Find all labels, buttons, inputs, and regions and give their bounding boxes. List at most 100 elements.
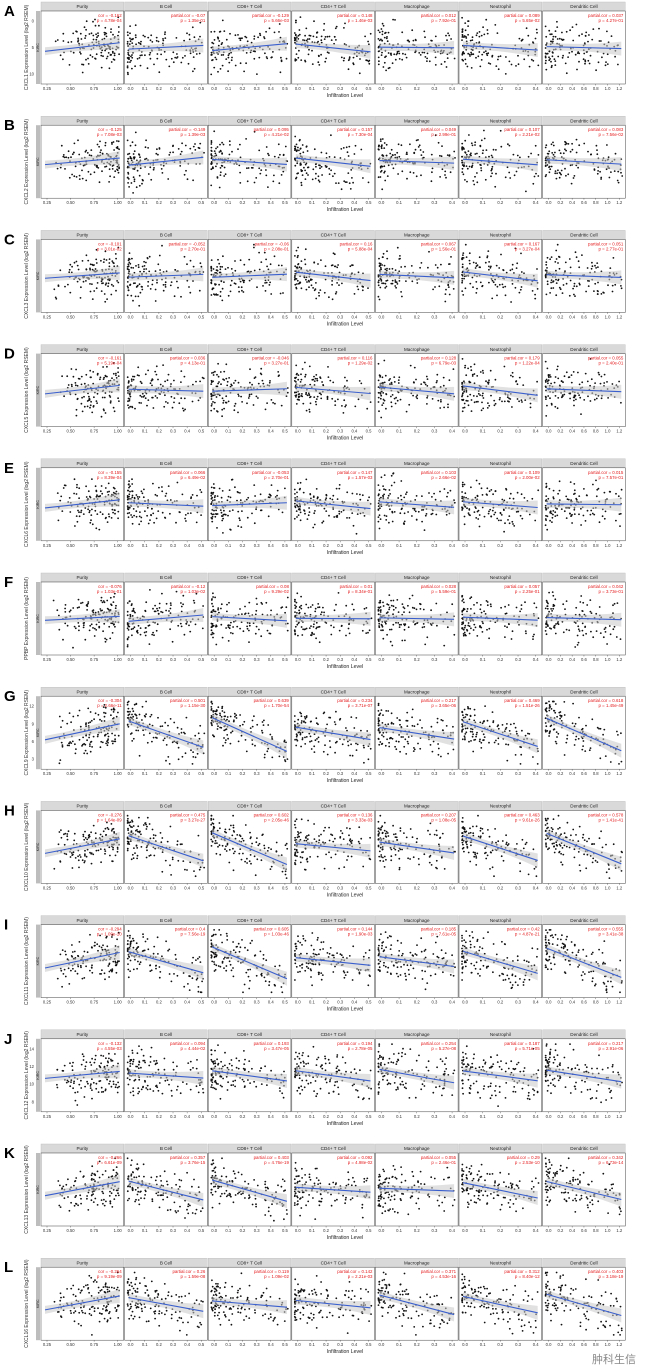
scatter-point [164, 380, 167, 383]
scatter-point [85, 373, 88, 376]
scatter-point [268, 284, 271, 286]
scatter-point [241, 37, 243, 40]
scatter-point [104, 144, 107, 147]
scatter-point [319, 167, 321, 170]
scatter-point [245, 62, 248, 65]
x-tick-label: 0.2 [557, 429, 563, 434]
scatter-point [63, 156, 66, 159]
scatter-point [217, 258, 219, 261]
scatter-point [295, 373, 298, 376]
scatter-point [555, 249, 558, 252]
scatter-point [89, 406, 91, 409]
x-tick-label: 0.3 [254, 200, 260, 205]
scatter-point [217, 44, 220, 47]
scatter-point [190, 497, 192, 500]
scatter-point [461, 266, 464, 269]
scatter-point [614, 283, 617, 286]
scatter-point [378, 257, 380, 260]
scatter-point [463, 277, 465, 280]
scatter-point [278, 31, 280, 33]
scatter-point [472, 53, 475, 56]
scatter-point [390, 395, 392, 398]
x-tick-label: 0.2 [414, 429, 420, 434]
scatter-point [259, 493, 262, 496]
scatter-point [89, 54, 92, 57]
scatter-point [133, 375, 136, 378]
scatter-point [337, 182, 340, 185]
scatter-point [304, 361, 306, 364]
scatter-point [447, 32, 449, 35]
scatter-point [115, 490, 118, 493]
scatter-point [218, 186, 221, 189]
scatter-point [303, 509, 305, 511]
fit-line [128, 273, 204, 278]
scatter-point [515, 170, 518, 173]
scatter-point [211, 41, 214, 44]
scatter-point [273, 31, 276, 34]
scatter-point [54, 296, 57, 299]
x-tick-label: 0.0 [378, 86, 384, 91]
scatter-point [471, 276, 474, 279]
x-tick-label: 0.5 [366, 543, 372, 548]
scatter-point [595, 69, 597, 72]
scatter-point [117, 397, 119, 400]
scatter-point [620, 285, 622, 287]
x-tick-label: 0.2 [323, 543, 329, 548]
scatter-point [554, 64, 557, 66]
scatter-point [588, 280, 590, 282]
scatter-point [596, 153, 599, 156]
scatter-point [561, 39, 564, 41]
scatter-point [472, 261, 475, 264]
scatter-point [115, 374, 117, 377]
scatter-point [221, 153, 224, 155]
scatter-point [89, 290, 92, 293]
scatter-point [181, 493, 184, 496]
scatter-point [330, 169, 332, 172]
scatter-point [75, 260, 78, 263]
x-tick-label: 0.6 [581, 314, 587, 319]
scatter-point [379, 375, 382, 377]
scatter-point [126, 66, 129, 69]
scatter-point [453, 57, 456, 60]
scatter-point [377, 401, 380, 403]
scatter-point [269, 493, 271, 496]
scatter-point [495, 172, 497, 175]
scatter-point [400, 291, 402, 293]
x-tick-label: 0.0 [462, 86, 468, 91]
p-value-stat: p = 7.92e-01 [431, 18, 456, 23]
panel-title: Dendritic Cell [570, 118, 597, 123]
scatter-point [461, 161, 464, 164]
scatter-point [237, 510, 240, 513]
x-tick-label: 0.2 [414, 543, 420, 548]
scatter-point [333, 156, 336, 159]
scatter-point [267, 515, 270, 518]
scatter-point [527, 155, 530, 158]
scatter-point [425, 375, 428, 378]
scatter-point [492, 148, 495, 151]
scatter-point [210, 153, 213, 155]
scatter-point [587, 285, 590, 287]
scatter-point [545, 261, 548, 263]
scatter-point [534, 144, 537, 147]
scatter-point [550, 66, 553, 69]
scatter-point [426, 385, 429, 387]
scatter-point [396, 151, 399, 154]
scatter-point [111, 508, 114, 511]
scatter-point [210, 184, 213, 187]
scatter-point [137, 295, 140, 298]
scatter-point [415, 139, 418, 142]
scatter-point [419, 149, 422, 151]
scatter-point [127, 182, 129, 184]
panel-letter: B [4, 117, 15, 134]
x-tick-label: 0.2 [156, 200, 162, 205]
scatter-point [578, 144, 581, 147]
scatter-point [340, 511, 343, 513]
scatter-point [239, 280, 242, 283]
scatter-point [580, 413, 582, 415]
scatter-point [440, 400, 442, 403]
scatter-point [488, 268, 490, 271]
scatter-point [425, 513, 428, 515]
scatter-point [544, 275, 547, 278]
scatter-point [331, 498, 334, 501]
scatter-point [221, 287, 224, 290]
